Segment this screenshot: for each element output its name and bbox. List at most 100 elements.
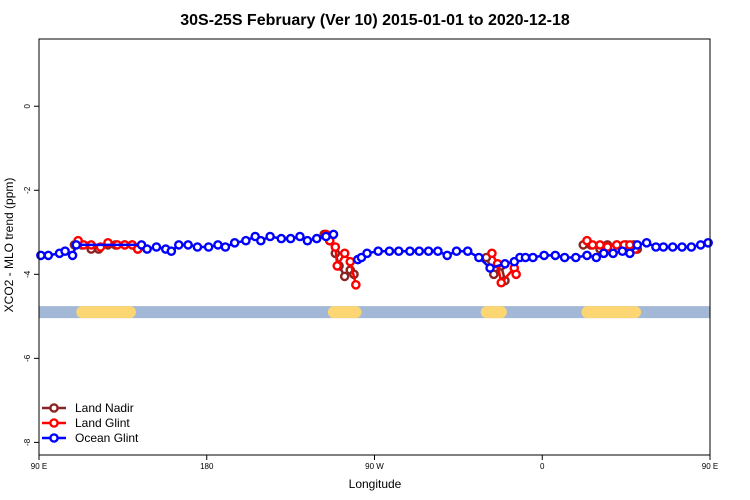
x-tick-label: 90 W bbox=[365, 462, 384, 471]
data-point bbox=[641, 237, 652, 248]
data-point bbox=[393, 246, 404, 257]
data-point bbox=[451, 246, 462, 257]
data-point bbox=[332, 261, 343, 271]
data-point bbox=[183, 240, 193, 250]
x-tick-label: 90 E bbox=[31, 462, 47, 471]
data-point bbox=[520, 252, 531, 263]
data-point bbox=[559, 252, 570, 263]
data-point bbox=[373, 246, 384, 257]
data-point bbox=[433, 246, 443, 257]
surface-band bbox=[39, 306, 710, 319]
data-point bbox=[677, 242, 687, 252]
data-point bbox=[511, 269, 521, 280]
data-point bbox=[617, 246, 628, 257]
data-point bbox=[703, 237, 713, 248]
series-ocean-glint bbox=[36, 229, 713, 273]
ocean-band bbox=[39, 306, 710, 319]
data-point bbox=[321, 231, 331, 242]
data-point bbox=[539, 250, 549, 261]
legend-item-land-glint: Land Glint bbox=[42, 416, 130, 430]
legend-label: Ocean Glint bbox=[75, 431, 139, 445]
data-point bbox=[362, 248, 372, 259]
data-point bbox=[302, 235, 313, 246]
data-point bbox=[151, 242, 162, 252]
data-point bbox=[384, 246, 395, 257]
data-point bbox=[487, 248, 497, 259]
data-point bbox=[667, 242, 678, 252]
x-tick-label: 180 bbox=[200, 462, 214, 471]
legend-item-land-nadir: Land Nadir bbox=[42, 401, 134, 415]
data-point bbox=[598, 248, 609, 259]
data-point bbox=[43, 250, 54, 261]
legend-label: Land Nadir bbox=[75, 401, 134, 415]
data-point bbox=[173, 240, 184, 250]
data-point bbox=[474, 252, 484, 263]
y-tick-label: -6 bbox=[23, 354, 32, 362]
chart-title: 30S-25S February (Ver 10) 2015-01-01 to … bbox=[180, 12, 570, 29]
land-band-0 bbox=[76, 306, 136, 319]
data-point bbox=[442, 250, 452, 261]
data-point bbox=[351, 280, 361, 290]
data-point bbox=[67, 250, 78, 261]
data-point bbox=[328, 229, 339, 240]
data-point bbox=[612, 240, 622, 250]
data-point bbox=[591, 252, 602, 263]
data-point bbox=[500, 259, 510, 269]
data-point bbox=[414, 246, 425, 257]
y-tick-label: 0 bbox=[23, 103, 32, 108]
data-point bbox=[213, 240, 223, 250]
y-tick-label: -8 bbox=[23, 438, 32, 446]
x-tick-label: 90 E bbox=[702, 462, 718, 471]
y-axis-label: XCO2 - MLO trend (ppm) bbox=[2, 178, 16, 313]
legend-label: Land Glint bbox=[75, 416, 130, 430]
data-point bbox=[550, 250, 561, 261]
data-point bbox=[71, 240, 82, 250]
data-point bbox=[695, 240, 706, 250]
data-point bbox=[330, 242, 341, 252]
data-point bbox=[241, 235, 251, 246]
data-point bbox=[625, 248, 635, 259]
data-point bbox=[658, 242, 669, 252]
data-point bbox=[339, 248, 350, 259]
data-point bbox=[651, 242, 661, 252]
data-point bbox=[276, 233, 287, 244]
y-tick-label: -2 bbox=[23, 186, 32, 194]
data-point bbox=[608, 248, 618, 259]
y-axis: 0 -2 -4 -6 -8 bbox=[23, 103, 39, 446]
data-point bbox=[496, 277, 507, 288]
data-point bbox=[345, 256, 356, 267]
data-point bbox=[60, 246, 70, 257]
legend-swatch-marker bbox=[49, 403, 59, 413]
data-point bbox=[295, 231, 305, 242]
data-point bbox=[203, 242, 214, 252]
data-point bbox=[686, 242, 697, 252]
data-point bbox=[582, 250, 592, 261]
data-point bbox=[339, 271, 350, 282]
data-point bbox=[462, 246, 473, 257]
data-point bbox=[220, 242, 231, 252]
series-layer bbox=[36, 229, 713, 290]
data-point bbox=[256, 235, 266, 246]
data-point bbox=[192, 242, 203, 252]
land-band-2 bbox=[480, 306, 507, 319]
legend-swatch-marker bbox=[49, 433, 59, 443]
data-point bbox=[423, 246, 434, 257]
data-point bbox=[595, 240, 605, 250]
data-point bbox=[311, 233, 322, 244]
x-tick-label: 0 bbox=[540, 462, 545, 471]
data-point bbox=[229, 237, 240, 248]
data-point bbox=[265, 231, 275, 242]
legend-swatch-marker bbox=[49, 418, 59, 428]
data-point bbox=[571, 252, 581, 263]
data-point bbox=[166, 246, 177, 257]
y-tick-label: -4 bbox=[23, 270, 32, 278]
x-axis: 90 E 180 90 W 0 90 E bbox=[31, 455, 718, 471]
data-point bbox=[528, 252, 538, 263]
legend-item-ocean-glint: Ocean Glint bbox=[42, 431, 139, 445]
data-point bbox=[485, 263, 495, 273]
data-point bbox=[285, 233, 296, 244]
land-band-3 bbox=[581, 306, 642, 319]
data-point bbox=[405, 246, 415, 257]
